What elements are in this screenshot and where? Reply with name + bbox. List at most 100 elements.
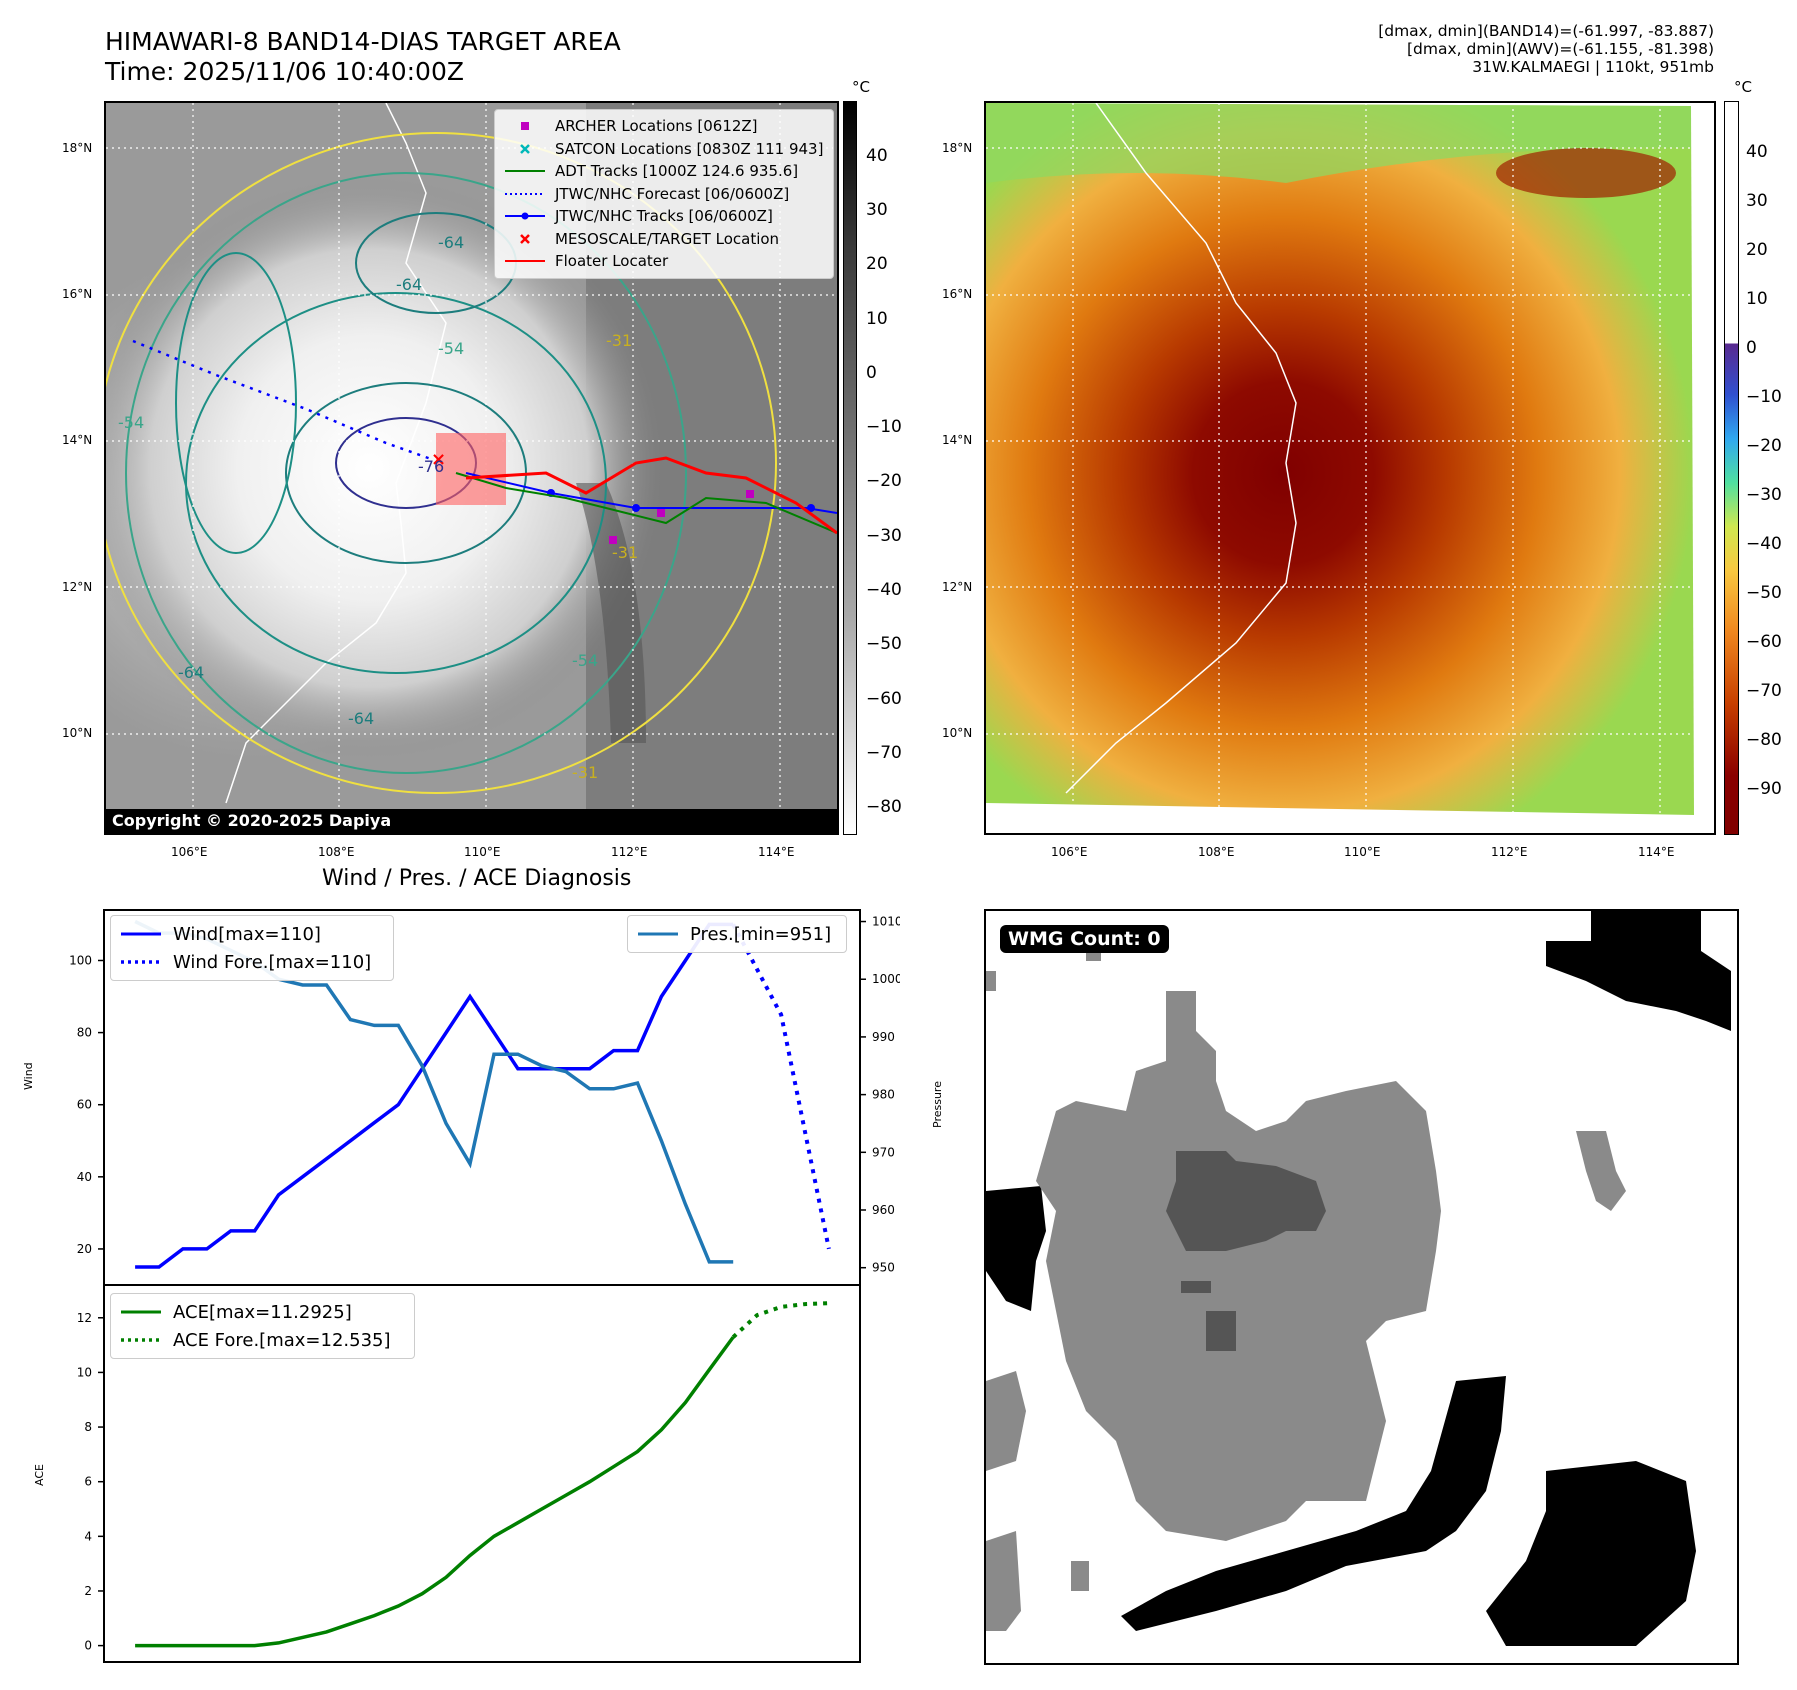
title-line-2: Time: 2025/11/06 10:40:00Z: [105, 57, 464, 86]
title-line-1: HIMAWARI-8 BAND14-DIAS TARGET AREA: [105, 27, 621, 56]
awv-lat-label: 16°N: [942, 287, 973, 301]
awv-lat-label: 10°N: [942, 726, 973, 740]
ir-colorbar-unit: °C: [852, 78, 870, 96]
awv-lat-label: 14°N: [942, 433, 973, 447]
awv-lon-label: 112°E: [1491, 845, 1528, 859]
ir-colorbar-tick: −30: [866, 526, 902, 546]
awv-colorbar-tick: 20: [1746, 240, 1768, 260]
contour-label: -54: [438, 339, 465, 358]
ace-plot-frame: [103, 1284, 861, 1663]
contour-label: -31: [606, 331, 633, 350]
ir-colorbar-tick: 10: [866, 309, 888, 329]
ir-colorbar-tick: 40: [866, 146, 888, 166]
ir-legend: ARCHER Locations [0612Z] SATCON Location…: [494, 109, 834, 279]
ir-lon-label: 112°E: [611, 845, 648, 859]
ace-tick-label: 8: [84, 1420, 92, 1434]
awv-imagery: [986, 103, 1714, 833]
ir-colorbar-tick: 0: [866, 363, 877, 383]
contour-label: -64: [178, 663, 205, 682]
wind-legend: Wind[max=110] Wind Fore.[max=110]: [110, 915, 394, 981]
ir-lat-label: 18°N: [62, 141, 93, 155]
wind-tick-label: 100: [69, 953, 92, 967]
awv-colorbar-tick: −30: [1746, 485, 1782, 505]
ir-lat-label: 10°N: [62, 726, 93, 740]
ace-forecast-line: [731, 1301, 829, 1339]
ace-series-line: [135, 1336, 735, 1648]
awv-colorbar-tick: −80: [1746, 730, 1782, 750]
svg-text:×: ×: [431, 449, 446, 470]
wind-tick-label: 40: [77, 1170, 92, 1184]
pressure-tick-label: 1000: [872, 972, 900, 986]
ir-colorbar-tick: 20: [866, 254, 888, 274]
legend-item-ace-forecast: ACE Fore.[max=12.535]: [121, 1329, 391, 1351]
awv-lat-label: 12°N: [942, 580, 973, 594]
awv-colorbar-unit: °C: [1734, 78, 1752, 96]
band14-range: [dmax, dmin](BAND14)=(-61.997, -83.887): [1378, 22, 1714, 40]
wmg-panel[interactable]: WMG Count: 0: [984, 909, 1739, 1665]
ir-colorbar-tick: −70: [866, 743, 902, 763]
legend-item-floater: Floater Locater: [505, 252, 669, 271]
wind-forecast-line: [731, 923, 831, 1250]
awv-lon-label: 114°E: [1638, 845, 1675, 859]
pressure-tick-label: 990: [872, 1030, 895, 1044]
ir-lat-label: 14°N: [62, 433, 93, 447]
ace-tick-label: 12: [77, 1311, 92, 1325]
pressure-tick-label: 970: [872, 1145, 895, 1159]
copyright-banner: Copyright © 2020-2025 Dapiya: [106, 809, 837, 833]
legend-item-target: MESOSCALE/TARGET Location: [503, 228, 825, 251]
awv-colorbar-tick: −50: [1746, 583, 1782, 603]
ir-colorbar: [843, 101, 857, 835]
ir-lon-label: 108°E: [318, 845, 355, 859]
ir-colorbar-tick: −20: [866, 471, 902, 491]
ir-lat-label: 16°N: [62, 287, 93, 301]
storm-info: [dmax, dmin](BAND14)=(-61.997, -83.887) …: [1378, 22, 1714, 76]
legend-item-wind-forecast: Wind Fore.[max=110]: [121, 951, 372, 973]
ir-map-panel[interactable]: × -64 -64 -54 -31 -64 -64 -54 -54 -31 -3…: [104, 101, 839, 835]
wind-tick-label: 80: [77, 1026, 92, 1040]
legend-item-wind: Wind[max=110]: [121, 923, 321, 945]
diagnosis-title: Wind / Pres. / ACE Diagnosis: [322, 866, 632, 891]
ace-tick-label: 0: [84, 1639, 92, 1653]
legend-item-adt: ADT Tracks [1000Z 124.6 935.6]: [505, 162, 799, 181]
ir-colorbar-tick: −80: [866, 797, 902, 817]
legend-item-satcon: SATCON Locations [0830Z 111 943]: [503, 138, 825, 161]
awv-colorbar-tick: −60: [1746, 632, 1782, 652]
wind-tick-label: 60: [77, 1098, 92, 1112]
ace-tick-label: 2: [84, 1584, 92, 1598]
contour-label: -64: [396, 275, 423, 294]
ir-colorbar-tick: −60: [866, 689, 902, 709]
contour-label: -64: [348, 709, 375, 728]
legend-item-ace: ACE[max=11.2925]: [121, 1301, 352, 1323]
awv-colorbar-tick: −20: [1746, 436, 1782, 456]
ir-colorbar-tick: 30: [866, 200, 888, 220]
wmg-count-badge: WMG Count: 0: [1000, 925, 1169, 953]
pressure-axis-label: Pressure: [931, 1081, 944, 1128]
awv-range: [dmax, dmin](AWV)=(-61.155, -81.398): [1407, 40, 1714, 58]
diagnosis-chart: 20 40 60 80 100 950 960 970 980 990 1000 1010 0 2 4 6 8…: [69, 909, 900, 1663]
legend-item-pressure: Pres.[min=951]: [638, 923, 832, 945]
contour-label: -31: [572, 763, 599, 782]
target-area-box: [436, 433, 506, 505]
contour-label: -31: [612, 543, 639, 562]
awv-colorbar-tick: 40: [1746, 142, 1768, 162]
awv-lat-label: 18°N: [942, 141, 973, 155]
contour-label: -64: [438, 233, 465, 252]
ace-tick-label: 6: [84, 1475, 92, 1489]
awv-colorbar: [1724, 101, 1739, 835]
ace-tick-label: 10: [77, 1365, 92, 1379]
ir-lon-label: 110°E: [464, 845, 501, 859]
legend-item-tracks: JTWC/NHC Tracks [06/0600Z]: [503, 205, 825, 228]
contour-labels: -64 -64 -54 -31 -64 -64 -54 -54 -31 -31 …: [106, 103, 837, 833]
awv-colorbar-tick: −10: [1746, 387, 1782, 407]
figure-title: HIMAWARI-8 BAND14-DIAS TARGET AREA Time:…: [105, 27, 621, 87]
awv-map-panel[interactable]: [984, 101, 1716, 835]
awv-colorbar-tick: 0: [1746, 338, 1757, 358]
pressure-tick-label: 950: [872, 1261, 895, 1275]
wind-tick-label: 20: [77, 1242, 92, 1256]
awv-colorbar-tick: −40: [1746, 534, 1782, 554]
awv-colorbar-tick: −70: [1746, 681, 1782, 701]
contour-label: -54: [118, 413, 145, 432]
awv-lon-label: 110°E: [1344, 845, 1381, 859]
pressure-tick-label: 1010: [872, 915, 900, 929]
pressure-legend: Pres.[min=951]: [627, 915, 847, 953]
